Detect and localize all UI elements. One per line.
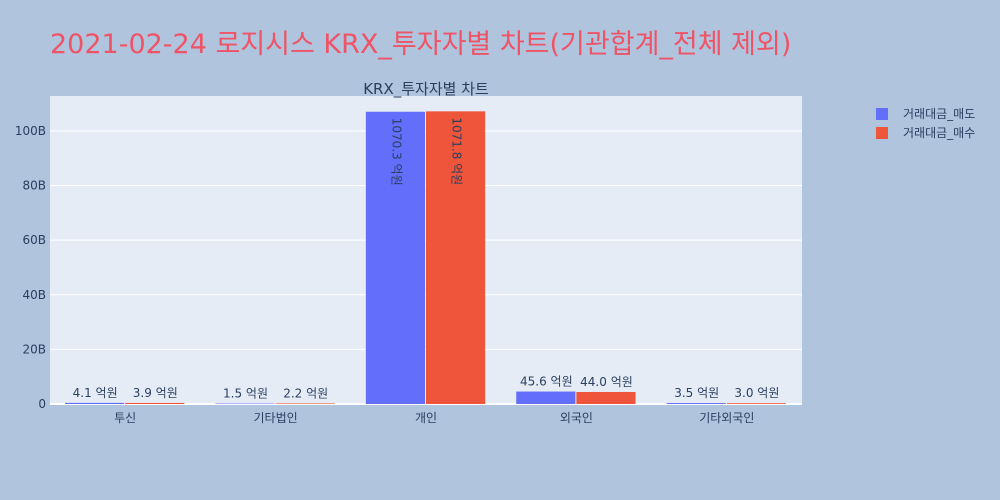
bar-value-label: 45.6 억원 (520, 375, 573, 389)
bar-value-label: 44.0 억원 (580, 375, 633, 389)
legend-label[interactable]: 거래대금_매수 (903, 126, 975, 140)
y-tick-label: 40B (22, 288, 46, 302)
x-tick-label: 기타법인 (254, 411, 298, 425)
bar-value-label: 4.1 억원 (73, 386, 118, 400)
legend-swatch[interactable] (876, 127, 888, 139)
legend-swatch[interactable] (876, 108, 888, 120)
bar-value-label: 2.2 억원 (283, 386, 328, 400)
bar-value-label: 3.9 억원 (133, 386, 178, 400)
bar-value-label: 1.5 억원 (223, 387, 268, 401)
axes: 0 20B 40B 60B 80B 100B 투신 기타법인 개인 외국인 기타외국인 (15, 124, 755, 425)
bar-buy[interactable] (125, 402, 185, 404)
bar-buy[interactable] (576, 391, 636, 404)
y-tick-label: 100B (15, 124, 46, 138)
bar-sell[interactable] (666, 403, 726, 404)
bar-sell[interactable] (365, 111, 425, 404)
x-tick-label: 투신 (114, 411, 136, 425)
legend-label[interactable]: 거래대금_매도 (903, 107, 975, 121)
bar-value-label: 1070.3 억원 (389, 118, 403, 186)
bar-sell[interactable] (516, 391, 576, 404)
bar-sell[interactable] (215, 403, 275, 405)
x-tick-label: 개인 (415, 411, 437, 425)
bar-sell[interactable] (65, 402, 125, 404)
bars (65, 111, 786, 404)
bar-value-label: 3.0 억원 (734, 386, 779, 400)
x-tick-label: 기타외국인 (699, 411, 754, 425)
bar-buy[interactable] (726, 403, 786, 404)
y-tick-label: 0 (38, 397, 46, 411)
y-tick-label: 60B (22, 233, 46, 247)
bar-value-label: 1071.8 억원 (450, 117, 464, 185)
bar-labels: 4.1 억원 3.9 억원 1.5 억원 2.2 억원 1070.3 억원 1071.8 … (73, 117, 780, 400)
y-tick-label: 20B (22, 342, 46, 356)
bar-buy[interactable] (426, 111, 486, 404)
chart-title: KRX_투자자별 차트 (363, 80, 489, 99)
bar-buy[interactable] (275, 403, 335, 404)
x-tick-label: 외국인 (560, 411, 593, 425)
page-title: 2021-02-24 로지시스 KRX_투자자별 차트(기관합계_전체 제외) (50, 29, 792, 60)
y-tick-label: 80B (22, 179, 46, 193)
bar-value-label: 3.5 억원 (674, 386, 719, 400)
